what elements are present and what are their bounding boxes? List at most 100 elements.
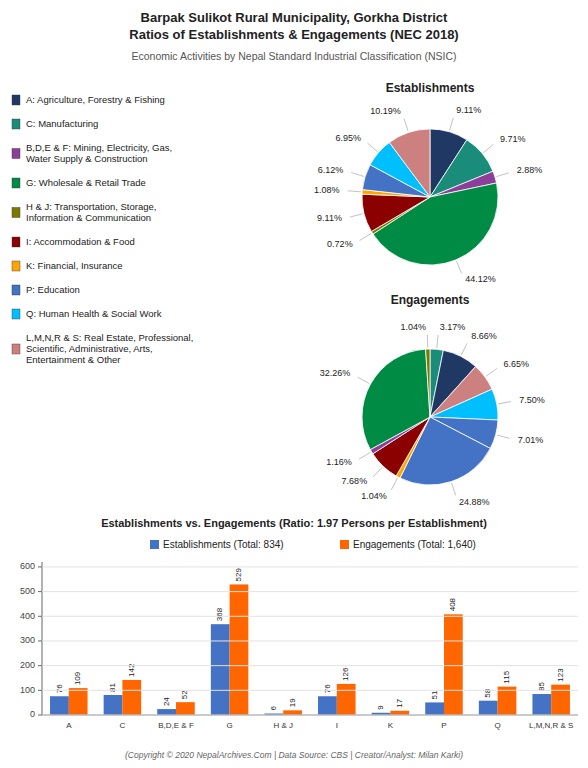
slice-label: 44.12% (465, 274, 496, 284)
legend-label: Engagements (Total: 1,640) (353, 539, 476, 550)
legend-swatch (12, 344, 20, 354)
leader-line (358, 377, 370, 383)
slice-label: 9.11% (317, 213, 342, 223)
legend-label: C: Manufacturing (26, 118, 98, 129)
bar (532, 694, 551, 715)
tick-label: Q (494, 721, 500, 730)
tick-label: A (66, 721, 72, 730)
bar-labels: 7610981142245236852961976126917514085811… (55, 568, 565, 711)
data-label: 52 (180, 690, 189, 699)
pie: Engagements (362, 293, 498, 485)
leader-line (461, 343, 467, 355)
tick-mark (38, 566, 42, 567)
legend-swatch (340, 540, 349, 549)
grid-line (42, 591, 578, 592)
data-label: 126 (341, 667, 350, 681)
leader-line (404, 119, 408, 132)
tick-label: 200 (20, 660, 35, 670)
leader-line (452, 483, 456, 496)
pie: Establishments (362, 81, 498, 265)
data-label: 142 (127, 663, 136, 677)
legend-swatch (12, 261, 20, 271)
leader-line (348, 190, 361, 192)
leader-line (483, 144, 493, 152)
bar (50, 696, 69, 715)
tick-mark (38, 640, 42, 641)
leader-line (437, 335, 438, 348)
leader-line (450, 118, 454, 131)
y-axis: 0100200300400500600 (20, 561, 578, 719)
bar (104, 695, 123, 715)
bar (122, 680, 141, 715)
slice-label: 24.88% (459, 497, 490, 507)
slice-label: 1.04% (361, 491, 387, 501)
bar (211, 624, 230, 715)
legend-swatch (12, 309, 20, 319)
data-label: 19 (288, 698, 297, 707)
grid-line (42, 616, 578, 617)
leader-line (486, 368, 497, 376)
legend-label: H & J: Transportation, Storage,Informati… (26, 201, 156, 223)
leader-line (497, 435, 510, 438)
grid-line (42, 690, 578, 691)
slice-label: 0.72% (327, 239, 353, 249)
legend-swatch (12, 285, 20, 295)
bar (337, 684, 356, 715)
tick-label: 300 (20, 635, 35, 645)
slice-label: 3.17% (440, 322, 466, 332)
data-label: 6 (269, 706, 278, 711)
leader-line (373, 467, 382, 477)
bar (390, 711, 409, 715)
page-title: Barpak Sulikot Rural Municipality, Gorkh… (129, 10, 458, 42)
leader-line (427, 334, 428, 347)
pie-labels: 9.11%9.71%2.88%44.12%0.72%9.11%1.08%6.12… (314, 105, 542, 284)
bar (230, 584, 249, 715)
bar (283, 710, 302, 715)
tick-mark (38, 690, 42, 691)
legend-label: Q: Human Health & Social Work (26, 308, 162, 319)
footer-note: (Copyright © 2020 NepalArchives.Com | Da… (125, 750, 463, 760)
background (0, 0, 588, 768)
legend: A: Agriculture, Forestry & FishingC: Man… (12, 94, 193, 365)
slice-label: 2.88% (517, 165, 543, 175)
axis-line (42, 715, 578, 716)
tick-mark (38, 715, 42, 716)
leader-line (360, 233, 371, 240)
bar (69, 688, 88, 715)
legend-swatch (150, 540, 159, 549)
data-label: 368 (215, 607, 224, 621)
data-label: 24 (162, 697, 171, 706)
bar (425, 702, 444, 715)
slice-label: 9.71% (500, 134, 526, 144)
pie-slice (389, 129, 430, 197)
pie-labels: 3.17%8.66%6.65%7.50%7.01%24.88%1.04%7.68… (320, 322, 545, 507)
leader-line (367, 143, 377, 152)
bar (498, 687, 517, 715)
bar (176, 702, 195, 715)
slice-label: 1.16% (326, 457, 352, 467)
data-label: 115 (502, 670, 511, 683)
tick-label: H & J (273, 721, 293, 730)
slice-label: 9.11% (456, 105, 481, 115)
pie-slice (430, 389, 498, 420)
grid-line (42, 640, 578, 641)
data-label: 51 (430, 690, 439, 699)
tick-label: K (388, 721, 394, 730)
legend: Establishments (Total: 834)Engagements (… (150, 539, 476, 550)
bar (551, 685, 570, 715)
bar-chart: Establishments vs. Engagements (Ratio: 1… (42, 517, 578, 730)
tick-label: 600 (20, 561, 35, 571)
data-label: 408 (448, 597, 457, 611)
tick-label: L,M,N,R & S (529, 721, 573, 730)
data-label: 529 (234, 568, 243, 582)
legend-swatch (12, 149, 20, 159)
legend-swatch (12, 237, 20, 247)
tick-label: 400 (20, 611, 35, 621)
tick-mark (38, 665, 42, 666)
x-axis: ACB,D,E & FGH & JIKPQL,M,N,R & S (66, 721, 573, 730)
leader-line (498, 402, 511, 404)
leader-line (350, 214, 363, 217)
slice-label: 6.95% (336, 133, 362, 143)
axis-line (42, 562, 43, 715)
slice-label: 1.08% (314, 185, 340, 195)
